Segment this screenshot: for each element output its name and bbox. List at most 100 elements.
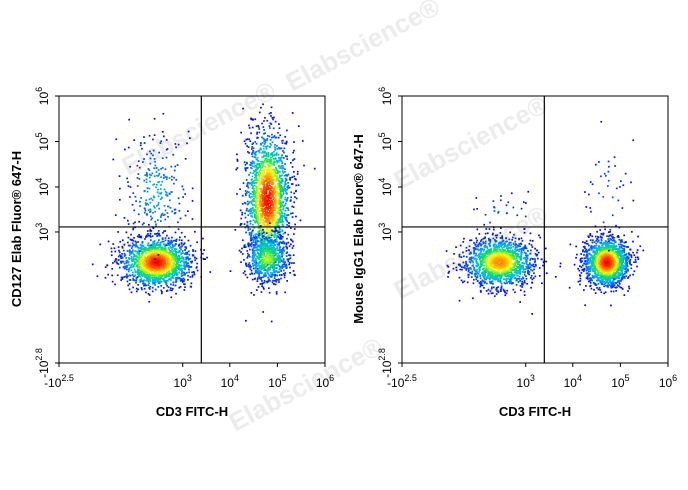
event-dot — [255, 212, 258, 215]
event-dot — [153, 261, 156, 264]
event-dot — [152, 253, 155, 255]
x-axis-title: CD3 FITC-H — [156, 404, 228, 419]
event-dot — [173, 250, 175, 252]
event-dot — [184, 283, 186, 286]
event-dot — [168, 270, 171, 273]
event-dot — [148, 176, 151, 179]
event-dot — [169, 269, 171, 272]
event-dot — [267, 250, 270, 253]
event-dot — [147, 248, 150, 251]
event-dot — [257, 216, 259, 218]
event-dot — [266, 199, 268, 202]
event-dot — [271, 248, 273, 251]
event-dot — [244, 192, 247, 195]
event-dot — [262, 174, 265, 177]
event-dot — [295, 197, 298, 200]
event-dot — [531, 278, 534, 281]
event-dot — [246, 224, 249, 227]
event-dot — [252, 241, 255, 243]
event-dot — [137, 241, 140, 243]
event-dot — [258, 275, 260, 278]
event-dot — [274, 213, 277, 216]
event-dot — [111, 274, 113, 277]
event-dot — [130, 269, 133, 272]
event-dot — [261, 215, 264, 218]
event-dot — [256, 190, 258, 193]
event-dot — [271, 194, 274, 196]
event-dot — [166, 176, 168, 179]
event-dot — [265, 179, 268, 182]
event-dot — [251, 165, 254, 167]
event-dot — [246, 276, 249, 279]
event-dot — [260, 242, 263, 244]
event-dot — [527, 250, 529, 252]
event-dot — [247, 263, 250, 266]
event-dot — [152, 149, 155, 152]
event-dot — [153, 274, 155, 277]
event-dot — [160, 258, 163, 260]
tick-label: 106 — [316, 373, 334, 390]
event-dot — [262, 256, 264, 258]
event-dot — [285, 217, 288, 219]
event-dot — [468, 258, 471, 261]
event-dot — [274, 206, 276, 209]
event-dot — [145, 250, 147, 252]
event-dot — [283, 215, 285, 217]
event-dot — [292, 206, 295, 208]
event-dot — [245, 265, 248, 267]
event-dot — [262, 264, 265, 266]
event-dot — [259, 266, 261, 269]
event-dot — [267, 160, 270, 162]
event-dot — [144, 255, 147, 257]
event-dot — [149, 230, 151, 232]
event-dot — [119, 187, 121, 190]
event-dot — [268, 236, 271, 239]
event-dot — [139, 281, 142, 283]
event-dot — [286, 280, 288, 282]
event-dot — [154, 233, 156, 235]
event-dot — [541, 282, 543, 285]
event-dot — [286, 199, 288, 202]
event-dot — [274, 209, 276, 211]
event-dot — [120, 279, 122, 281]
event-dot — [284, 196, 287, 199]
event-dot — [151, 235, 154, 237]
event-dot — [261, 280, 263, 282]
event-dot — [140, 278, 143, 280]
event-dot — [165, 244, 168, 247]
event-dot — [266, 119, 269, 122]
event-dot — [281, 224, 284, 226]
event-dot — [272, 230, 275, 233]
event-dot — [283, 242, 285, 245]
event-dot — [262, 229, 264, 231]
event-dot — [124, 148, 126, 151]
event-dot — [267, 262, 270, 264]
event-dot — [134, 262, 136, 265]
event-dot — [169, 242, 172, 245]
event-dot — [257, 205, 260, 208]
event-dot — [500, 276, 503, 278]
event-dot — [140, 272, 143, 275]
event-dot — [135, 258, 138, 261]
event-dot — [250, 117, 252, 120]
event-dot — [159, 258, 161, 261]
event-dot — [254, 243, 257, 245]
event-dot — [128, 288, 131, 291]
event-dot — [145, 178, 148, 181]
event-dot — [251, 143, 254, 145]
event-dot — [276, 196, 279, 198]
event-dot — [165, 273, 168, 276]
event-dot — [268, 161, 271, 164]
event-dot — [139, 250, 141, 253]
event-dot — [284, 218, 287, 220]
event-dot — [261, 214, 264, 216]
event-dot — [258, 245, 261, 248]
event-dot — [480, 239, 483, 241]
event-dot — [253, 162, 256, 165]
event-dot — [276, 246, 278, 248]
event-dot — [177, 260, 179, 262]
event-dot — [173, 182, 175, 185]
event-dot — [187, 239, 190, 242]
event-dot — [165, 266, 167, 269]
event-dot — [155, 277, 158, 280]
